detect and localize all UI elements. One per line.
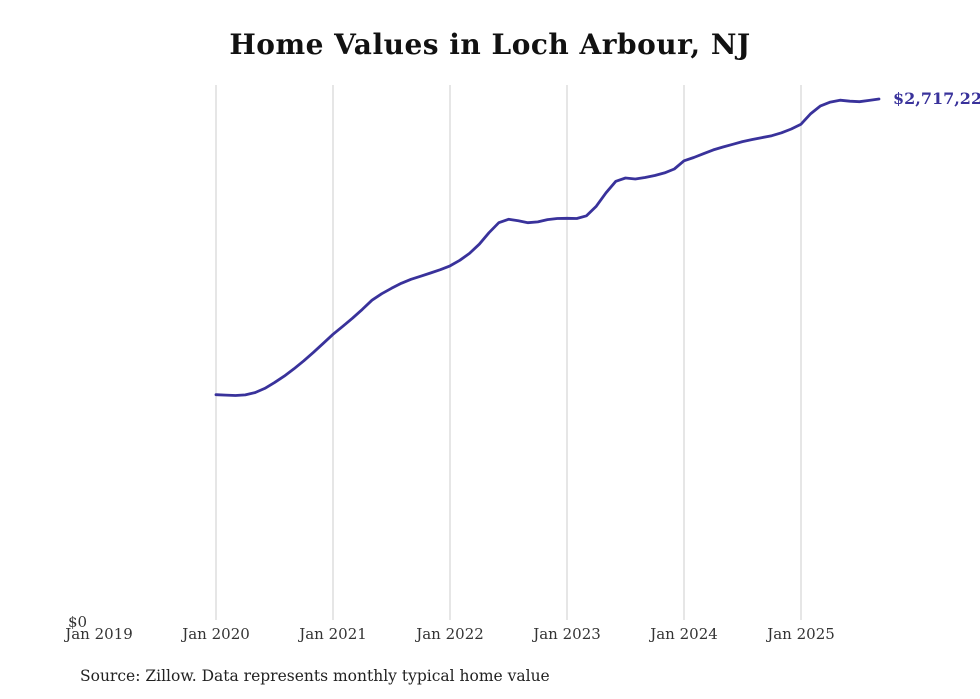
page-title: Home Values in Loch Arbour, NJ	[229, 28, 751, 61]
x-axis-tick-jan-2024: Jan 2024	[650, 625, 718, 643]
x-axis-tick-jan-2021: Jan 2021	[299, 625, 367, 643]
latest-value-label: $2,717,223	[893, 89, 980, 108]
x-axis-tick-jan-2019: Jan 2019	[65, 625, 133, 643]
source-note: Source: Zillow. Data represents monthly …	[80, 667, 550, 685]
x-axis-tick-jan-2023: Jan 2023	[533, 625, 601, 643]
y-axis-label-zero: $0	[68, 613, 88, 631]
home-value-series-line	[214, 97, 881, 397]
x-axis-tick-jan-2020: Jan 2020	[182, 625, 250, 643]
x-axis-tick-jan-2022: Jan 2022	[416, 625, 484, 643]
x-axis-tick-jan-2025: Jan 2025	[767, 625, 835, 643]
